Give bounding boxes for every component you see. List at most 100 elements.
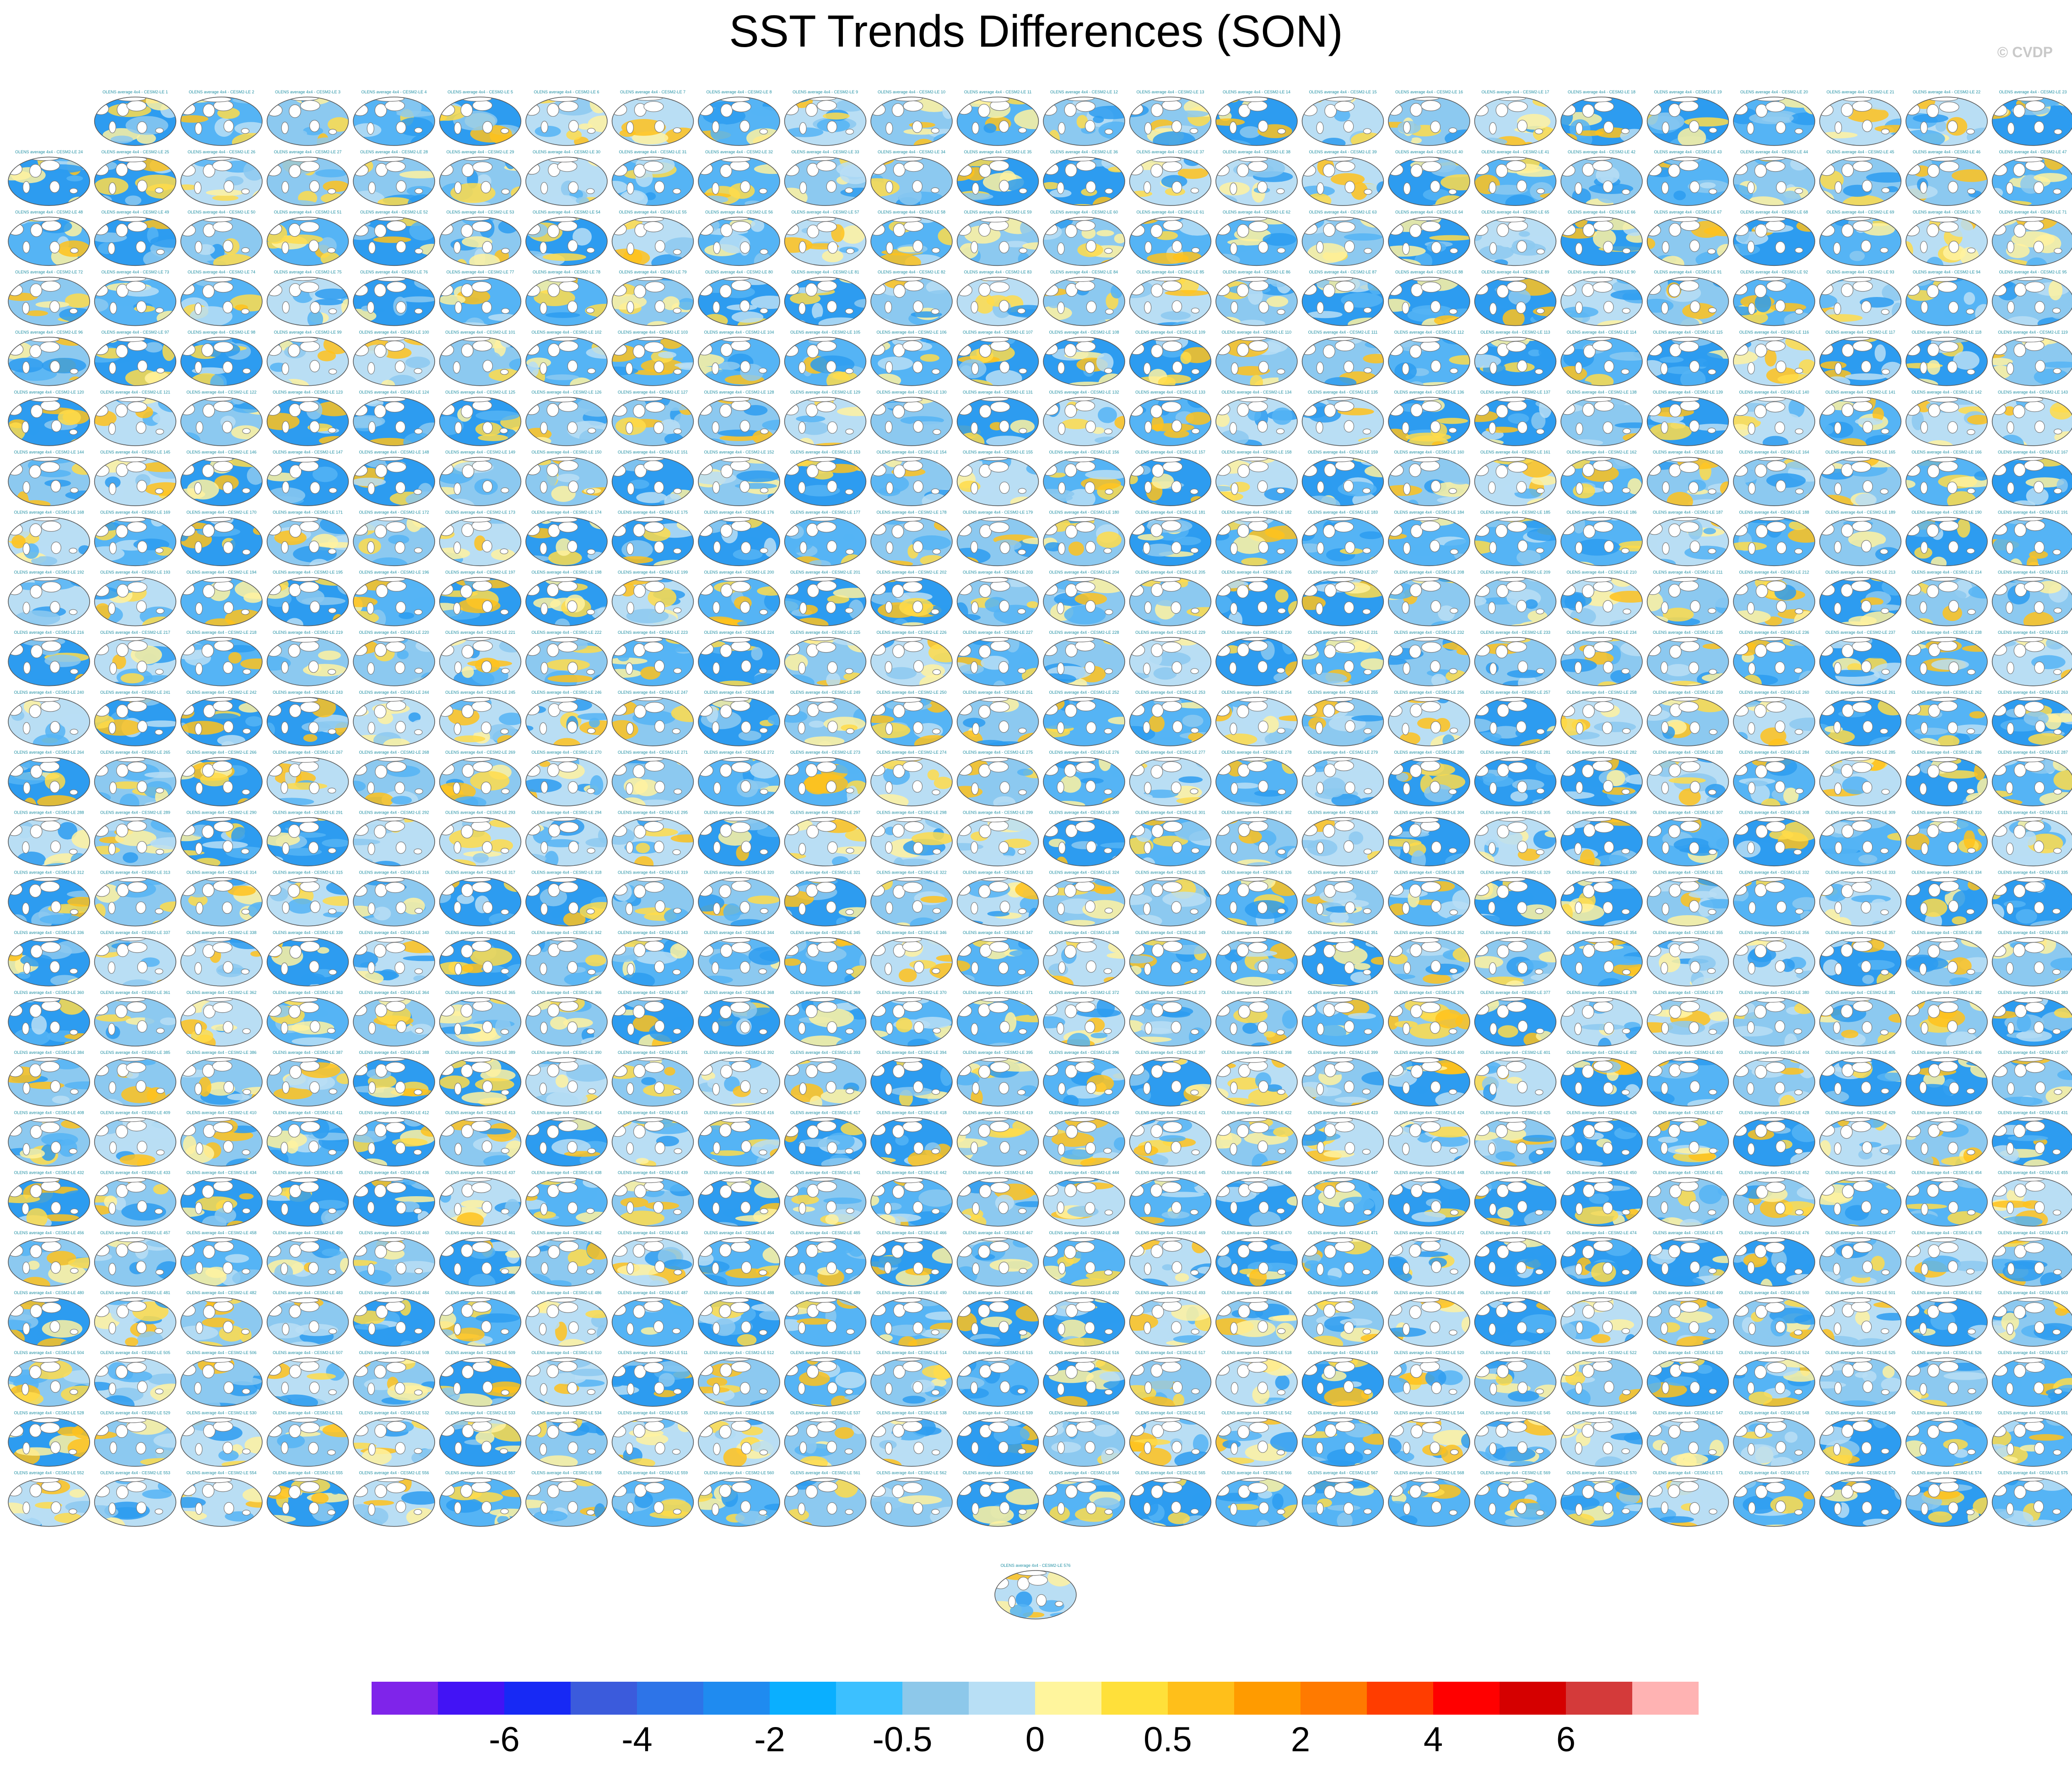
panel-label: OLENS average 4x4 - CESM2-LE 202 bbox=[876, 570, 946, 575]
panel-label: OLENS average 4x4 - CESM2-LE 173 bbox=[445, 510, 515, 514]
map-panel: OLENS average 4x4 - CESM2-LE 562 bbox=[870, 1471, 953, 1527]
panel-label: OLENS average 4x4 - CESM2-LE 297 bbox=[790, 810, 860, 815]
panel-label: OLENS average 4x4 - CESM2-LE 66 bbox=[1568, 210, 1635, 214]
map-panel: OLENS average 4x4 - CESM2-LE 276 bbox=[1043, 750, 1125, 806]
map-panel: OLENS average 4x4 - CESM2-LE 473 bbox=[1474, 1231, 1557, 1287]
panel-label: OLENS average 4x4 - CESM2-LE 275 bbox=[963, 750, 1033, 755]
panel-label: OLENS average 4x4 - CESM2-LE 65 bbox=[1481, 210, 1549, 214]
map-panel: OLENS average 4x4 - CESM2-LE 446 bbox=[1215, 1171, 1298, 1227]
map-panel: OLENS average 4x4 - CESM2-LE 333 bbox=[1819, 870, 1902, 927]
panel-label: OLENS average 4x4 - CESM2-LE 380 bbox=[1739, 990, 1809, 995]
map-panel: OLENS average 4x4 - CESM2-LE 327 bbox=[1301, 870, 1384, 927]
panel-label: OLENS average 4x4 - CESM2-LE 271 bbox=[618, 750, 688, 755]
panel-label: OLENS average 4x4 - CESM2-LE 492 bbox=[1049, 1290, 1119, 1295]
panel-label: OLENS average 4x4 - CESM2-LE 325 bbox=[1135, 870, 1205, 875]
panel-label: OLENS average 4x4 - CESM2-LE 132 bbox=[1049, 390, 1119, 394]
panel-label: OLENS average 4x4 - CESM2-LE 67 bbox=[1654, 210, 1721, 214]
panel-label: OLENS average 4x4 - CESM2-LE 490 bbox=[876, 1290, 946, 1295]
map-panel: OLENS average 4x4 - CESM2-LE 426 bbox=[1560, 1110, 1643, 1167]
map-panel: OLENS average 4x4 - CESM2-LE 407 bbox=[1991, 1050, 2072, 1106]
panel-label: OLENS average 4x4 - CESM2-LE 377 bbox=[1480, 990, 1550, 995]
map-panel: OLENS average 4x4 - CESM2-LE 213 bbox=[1819, 570, 1902, 626]
panel-label: OLENS average 4x4 - CESM2-LE 363 bbox=[273, 990, 343, 995]
map-panel: OLENS average 4x4 - CESM2-LE 110 bbox=[1215, 330, 1298, 386]
map-panel: OLENS average 4x4 - CESM2-LE 304 bbox=[1388, 810, 1470, 867]
panel-label: OLENS average 4x4 - CESM2-LE 526 bbox=[1911, 1350, 1981, 1355]
panel-label: OLENS average 4x4 - CESM2-LE 459 bbox=[273, 1231, 343, 1235]
map-panel: OLENS average 4x4 - CESM2-LE 100 bbox=[353, 330, 435, 386]
map-panel: OLENS average 4x4 - CESM2-LE 569 bbox=[1474, 1471, 1557, 1527]
panel-label: OLENS average 4x4 - CESM2-LE 261 bbox=[1825, 690, 1895, 695]
map-panel: OLENS average 4x4 - CESM2-LE 292 bbox=[353, 810, 435, 867]
panel-label: OLENS average 4x4 - CESM2-LE 518 bbox=[1221, 1350, 1291, 1355]
map-panel: OLENS average 4x4 - CESM2-LE 209 bbox=[1474, 570, 1557, 626]
map-panel: OLENS average 4x4 - CESM2-LE 218 bbox=[180, 630, 263, 686]
panel-label: OLENS average 4x4 - CESM2-LE 561 bbox=[790, 1471, 860, 1475]
map-panel: OLENS average 4x4 - CESM2-LE 269 bbox=[439, 750, 522, 806]
map-panel: OLENS average 4x4 - CESM2-LE 401 bbox=[1474, 1050, 1557, 1106]
colorbar-swatch bbox=[1168, 1682, 1234, 1715]
map-panel: OLENS average 4x4 - CESM2-LE 517 bbox=[1129, 1350, 1212, 1407]
map-panel: OLENS average 4x4 - CESM2-LE 388 bbox=[353, 1050, 435, 1106]
panel-label: OLENS average 4x4 - CESM2-LE 278 bbox=[1221, 750, 1291, 755]
panel-label: OLENS average 4x4 - CESM2-LE 110 bbox=[1222, 330, 1291, 335]
map-panel: OLENS average 4x4 - CESM2-LE 108 bbox=[1043, 330, 1125, 386]
map-panel: OLENS average 4x4 - CESM2-LE 482 bbox=[180, 1290, 263, 1347]
map-panel: OLENS average 4x4 - CESM2-LE 335 bbox=[1991, 870, 2072, 927]
map-panel: OLENS average 4x4 - CESM2-LE 234 bbox=[1560, 630, 1643, 686]
map-panel: OLENS average 4x4 - CESM2-LE 233 bbox=[1474, 630, 1557, 686]
panel-label: OLENS average 4x4 - CESM2-LE 225 bbox=[790, 630, 860, 635]
panel-label: OLENS average 4x4 - CESM2-LE 203 bbox=[963, 570, 1033, 575]
panel-label: OLENS average 4x4 - CESM2-LE 83 bbox=[964, 270, 1031, 275]
map-panel: OLENS average 4x4 - CESM2-LE 429 bbox=[1819, 1110, 1902, 1167]
map-panel: OLENS average 4x4 - CESM2-LE 24 bbox=[8, 150, 90, 206]
panel-label: OLENS average 4x4 - CESM2-LE 208 bbox=[1394, 570, 1464, 575]
panel-label: OLENS average 4x4 - CESM2-LE 501 bbox=[1825, 1290, 1895, 1295]
map-panel: OLENS average 4x4 - CESM2-LE 343 bbox=[611, 930, 694, 987]
map-panel: OLENS average 4x4 - CESM2-LE 109 bbox=[1129, 330, 1212, 386]
map-panel: OLENS average 4x4 - CESM2-LE 95 bbox=[1991, 270, 2072, 326]
panel-label: OLENS average 4x4 - CESM2-LE 248 bbox=[704, 690, 774, 695]
panel-label: OLENS average 4x4 - CESM2-LE 462 bbox=[531, 1231, 601, 1235]
panel-label: OLENS average 4x4 - CESM2-LE 570 bbox=[1566, 1471, 1636, 1475]
map-panel: OLENS average 4x4 - CESM2-LE 243 bbox=[266, 690, 349, 746]
map-panel: OLENS average 4x4 - CESM2-LE 155 bbox=[956, 450, 1039, 506]
map-panel: OLENS average 4x4 - CESM2-LE 449 bbox=[1474, 1171, 1557, 1227]
panel-label: OLENS average 4x4 - CESM2-LE 45 bbox=[1826, 150, 1894, 154]
panel-label: OLENS average 4x4 - CESM2-LE 87 bbox=[1309, 270, 1376, 275]
panel-label: OLENS average 4x4 - CESM2-LE 44 bbox=[1740, 150, 1808, 154]
panel-label: OLENS average 4x4 - CESM2-LE 34 bbox=[878, 150, 945, 154]
panel-label: OLENS average 4x4 - CESM2-LE 324 bbox=[1049, 870, 1119, 875]
map-panel: OLENS average 4x4 - CESM2-LE 280 bbox=[1388, 750, 1470, 806]
map-panel: OLENS average 4x4 - CESM2-LE 347 bbox=[956, 930, 1039, 987]
panel-label: OLENS average 4x4 - CESM2-LE 500 bbox=[1739, 1290, 1809, 1295]
panel-label: OLENS average 4x4 - CESM2-LE 361 bbox=[100, 990, 170, 995]
map-panel: OLENS average 4x4 - CESM2-LE 358 bbox=[1905, 930, 1988, 987]
panel-label: OLENS average 4x4 - CESM2-LE 230 bbox=[1221, 630, 1291, 635]
map-panel: OLENS average 4x4 - CESM2-LE 105 bbox=[784, 330, 867, 386]
map-panel: OLENS average 4x4 - CESM2-LE 573 bbox=[1819, 1471, 1902, 1527]
panel-label: OLENS average 4x4 - CESM2-LE 381 bbox=[1825, 990, 1895, 995]
panel-label: OLENS average 4x4 - CESM2-LE 369 bbox=[790, 990, 860, 995]
panel-label: OLENS average 4x4 - CESM2-LE 531 bbox=[273, 1410, 343, 1415]
map-panel: OLENS average 4x4 - CESM2-LE 199 bbox=[611, 570, 694, 626]
panel-label: OLENS average 4x4 - CESM2-LE 60 bbox=[1050, 210, 1118, 214]
panel-label: OLENS average 4x4 - CESM2-LE 125 bbox=[445, 390, 515, 394]
map-panel: OLENS average 4x4 - CESM2-LE 148 bbox=[353, 450, 435, 506]
panel-label: OLENS average 4x4 - CESM2-LE 219 bbox=[273, 630, 343, 635]
map-panel: OLENS average 4x4 - CESM2-LE 555 bbox=[266, 1471, 349, 1527]
panel-label: OLENS average 4x4 - CESM2-LE 474 bbox=[1566, 1231, 1636, 1235]
map-panel: OLENS average 4x4 - CESM2-LE 22 bbox=[1905, 90, 1988, 146]
panel-label: OLENS average 4x4 - CESM2-LE 207 bbox=[1308, 570, 1378, 575]
credit-text: © CVDP bbox=[1997, 44, 2053, 60]
panel-label: OLENS average 4x4 - CESM2-LE 394 bbox=[876, 1050, 946, 1055]
map-panel: OLENS average 4x4 - CESM2-LE 222 bbox=[525, 630, 608, 686]
map-panel: OLENS average 4x4 - CESM2-LE 63 bbox=[1301, 210, 1384, 266]
map-panel: OLENS average 4x4 - CESM2-LE 334 bbox=[1905, 870, 1988, 927]
map-panel: OLENS average 4x4 - CESM2-LE 300 bbox=[1043, 810, 1125, 867]
map-panel: OLENS average 4x4 - CESM2-LE 381 bbox=[1819, 990, 1902, 1047]
panel-label: OLENS average 4x4 - CESM2-LE 228 bbox=[1049, 630, 1119, 635]
panel-label: OLENS average 4x4 - CESM2-LE 443 bbox=[963, 1171, 1033, 1175]
colorbar-swatch bbox=[1566, 1682, 1632, 1715]
panel-label: OLENS average 4x4 - CESM2-LE 156 bbox=[1049, 450, 1119, 454]
